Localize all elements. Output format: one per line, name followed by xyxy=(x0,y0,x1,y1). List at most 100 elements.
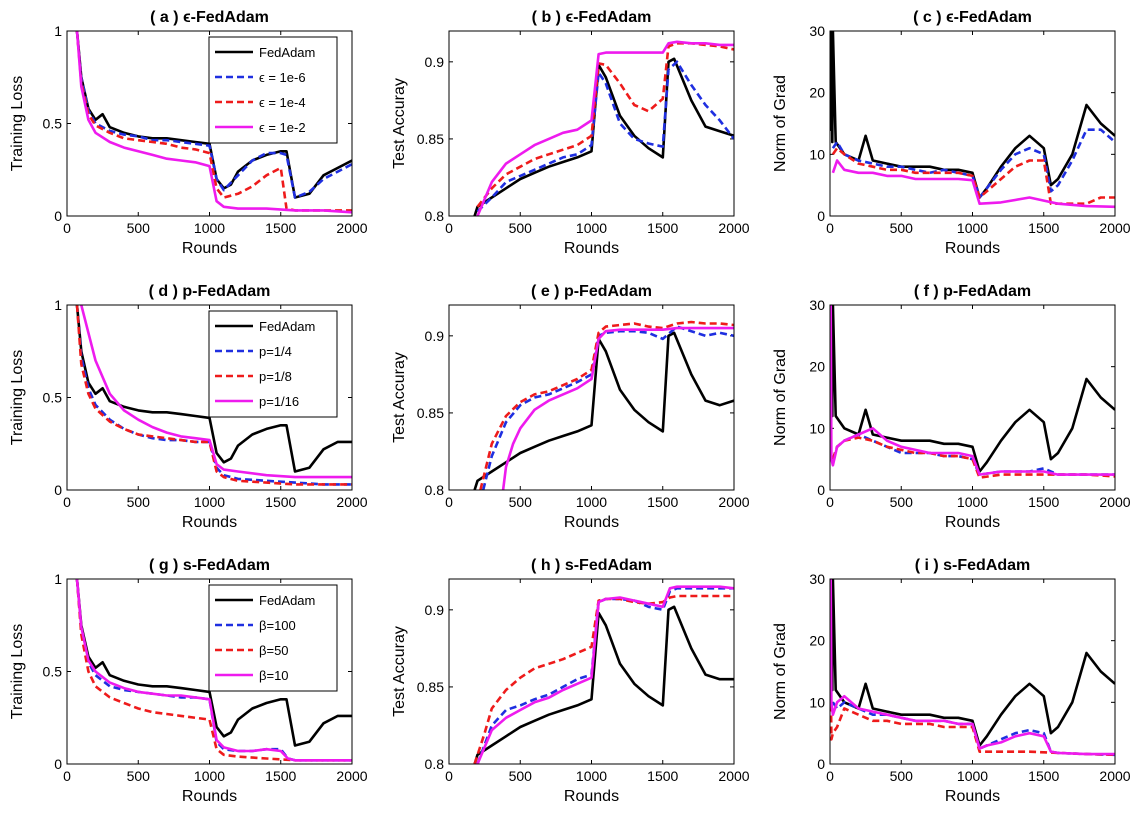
x-tick-label: 1000 xyxy=(194,768,225,784)
x-tick-label: 0 xyxy=(63,220,71,236)
subplot-title: ( i ) s-FedAdam xyxy=(915,557,1031,574)
legend: FedAdam β=100 β=50 β=10 xyxy=(208,584,338,692)
x-tick-label: 500 xyxy=(509,220,533,236)
series-line-3 xyxy=(831,159,1115,209)
series-line-2 xyxy=(830,671,1115,757)
y-tick-label: 1 xyxy=(54,297,62,313)
x-tick-label: 2000 xyxy=(1099,220,1130,236)
subplot-4: ( e ) p-FedAdam 0 500 1000 1500 2000 0.8 0.85 0.… xyxy=(391,283,750,531)
series-line-2 xyxy=(75,31,352,212)
x-tick-label: 0 xyxy=(826,494,834,510)
legend-label: ϵ = 1e-6 xyxy=(259,70,306,85)
series-group xyxy=(473,320,734,490)
legend-box xyxy=(208,310,338,418)
series-group xyxy=(75,31,352,214)
x-axis-label: Rounds xyxy=(564,514,619,531)
subplot-title: ( h ) s-FedAdam xyxy=(531,557,652,574)
axes-frame xyxy=(829,304,1116,491)
x-tick-label: 1500 xyxy=(647,768,678,784)
subplot-0: ( a ) ϵ-FedAdam 0 500 1000 1500 2000 0 0.5 1 Roun… xyxy=(9,9,368,257)
x-tick-label: 2000 xyxy=(718,494,749,510)
x-tick-label: 2000 xyxy=(336,494,367,510)
series-line-3 xyxy=(75,579,352,762)
x-tick-label: 500 xyxy=(127,220,151,236)
x-tick-label: 1000 xyxy=(957,494,988,510)
series-line-0 xyxy=(75,305,352,473)
y-tick-label: 0.85 xyxy=(417,131,444,147)
subplot-5: ( f ) p-FedAdam 0 500 1000 1500 2000 0 10 20 30 Ro… xyxy=(772,283,1131,531)
series-group xyxy=(75,579,352,762)
y-tick-label: 0.9 xyxy=(425,54,445,70)
y-axis-label: Test Accuray xyxy=(391,352,408,443)
x-axis-label: Rounds xyxy=(182,240,237,257)
axes-frame xyxy=(66,304,353,491)
y-tick-label: 0 xyxy=(817,756,825,772)
axes-frame xyxy=(448,304,735,491)
y-tick-label: 20 xyxy=(809,85,825,101)
x-tick-label: 2000 xyxy=(1099,494,1130,510)
y-tick-label: 30 xyxy=(809,571,825,587)
series-line-3 xyxy=(75,31,352,214)
x-tick-label: 500 xyxy=(890,220,914,236)
subplot-8: ( i ) s-FedAdam 0 500 1000 1500 2000 0 10 20 30 Ro… xyxy=(772,557,1131,805)
x-tick-label: 1500 xyxy=(647,220,678,236)
x-axis-label: Rounds xyxy=(564,240,619,257)
x-axis-label: Rounds xyxy=(182,514,237,531)
x-tick-label: 1500 xyxy=(1028,494,1059,510)
y-tick-label: 0.8 xyxy=(425,756,445,772)
legend-label: FedAdam xyxy=(259,45,315,60)
axes-frame xyxy=(829,30,1116,217)
x-tick-label: 0 xyxy=(445,220,453,236)
series-group xyxy=(473,40,734,216)
series-group xyxy=(473,585,734,764)
series-line-3 xyxy=(80,305,352,479)
y-tick-label: 0 xyxy=(817,208,825,224)
y-tick-label: 0 xyxy=(817,482,825,498)
axes-frame xyxy=(829,578,1116,765)
y-axis-label: Norm of Grad xyxy=(772,349,789,446)
x-tick-label: 1000 xyxy=(576,494,607,510)
subplot-title: ( f ) p-FedAdam xyxy=(914,283,1031,300)
legend: FedAdam ϵ = 1e-6 ϵ = 1e-4 ϵ = 1e-2 xyxy=(208,36,338,144)
x-tick-label: 2000 xyxy=(336,220,367,236)
series-line-3 xyxy=(501,326,734,490)
y-axis-label: Training Loss xyxy=(9,624,26,719)
y-tick-label: 30 xyxy=(809,297,825,313)
y-axis-label: Norm of Grad xyxy=(772,623,789,720)
x-tick-label: 500 xyxy=(127,494,151,510)
y-axis-label: Norm of Grad xyxy=(772,75,789,172)
y-tick-label: 0 xyxy=(54,482,62,498)
y-tick-label: 1 xyxy=(54,23,62,39)
legend-box xyxy=(208,584,338,692)
y-tick-label: 0.9 xyxy=(425,328,445,344)
x-tick-label: 500 xyxy=(509,494,533,510)
series-line-0 xyxy=(75,31,352,199)
series-line-3 xyxy=(476,585,734,764)
y-tick-label: 10 xyxy=(809,420,825,436)
series-line-1 xyxy=(481,325,734,490)
x-tick-label: 2000 xyxy=(1099,768,1130,784)
y-tick-label: 20 xyxy=(809,633,825,649)
legend-label: p=1/16 xyxy=(259,394,299,409)
y-axis-label: Test Accuray xyxy=(391,78,408,169)
legend-label: FedAdam xyxy=(259,593,315,608)
x-axis-label: Rounds xyxy=(945,514,1000,531)
x-tick-label: 1500 xyxy=(1028,220,1059,236)
y-tick-label: 0.5 xyxy=(43,390,63,406)
x-tick-label: 0 xyxy=(826,768,834,784)
subplot-title: ( e ) p-FedAdam xyxy=(531,283,652,300)
y-axis-label: Training Loss xyxy=(9,350,26,445)
x-tick-label: 0 xyxy=(63,494,71,510)
x-tick-label: 0 xyxy=(445,768,453,784)
axes-frame xyxy=(66,30,353,217)
series-line-1 xyxy=(831,128,1115,199)
x-tick-label: 500 xyxy=(127,768,151,784)
x-tick-label: 500 xyxy=(509,768,533,784)
y-tick-label: 0.5 xyxy=(43,664,63,680)
legend-label: p=1/8 xyxy=(259,369,292,384)
x-tick-label: 1500 xyxy=(1028,768,1059,784)
legend-label: ϵ = 1e-2 xyxy=(259,120,306,135)
x-tick-label: 2000 xyxy=(718,768,749,784)
x-tick-label: 1000 xyxy=(194,494,225,510)
legend-box xyxy=(208,36,338,144)
